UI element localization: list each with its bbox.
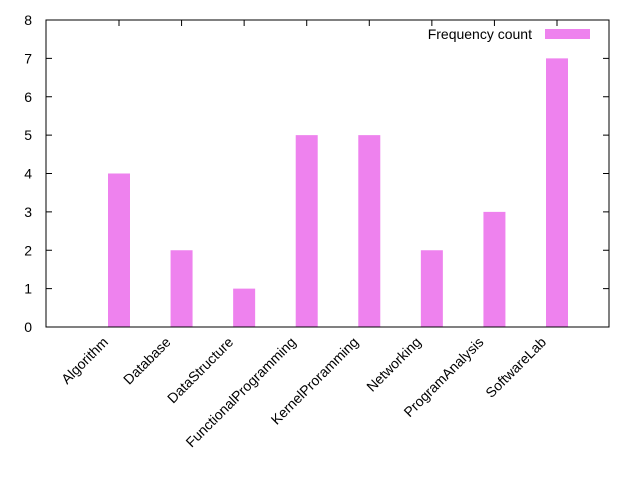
y-tick-label: 1 xyxy=(24,281,32,297)
legend-label: Frequency count xyxy=(428,26,532,42)
legend: Frequency count xyxy=(428,26,590,42)
y-tick-label: 3 xyxy=(24,204,32,220)
x-tick-label: SoftwareLab xyxy=(482,334,549,401)
bar xyxy=(233,288,256,327)
x-tick-labels: Algorithm DatabaseDataStructureFunctional… xyxy=(58,334,549,451)
x-tick-label: Database xyxy=(120,334,174,388)
y-tick-label: 5 xyxy=(24,127,32,143)
bar xyxy=(295,135,318,327)
plot-border xyxy=(45,19,610,328)
bar xyxy=(420,250,443,327)
x-tick-label: Networking xyxy=(363,334,424,395)
y-tick-label: 4 xyxy=(24,166,32,182)
legend-swatch xyxy=(545,29,590,39)
y-tick-label: 2 xyxy=(24,242,32,258)
x-tick-label: FunctionalProgramming xyxy=(182,334,298,450)
bar xyxy=(358,135,381,327)
x-tick-label: Algorithm xyxy=(58,334,111,387)
y-tick-label: 7 xyxy=(24,50,32,66)
bar xyxy=(483,211,506,327)
bars xyxy=(108,58,568,327)
y-tick-label: 6 xyxy=(24,89,32,105)
y-tick-labels: 0 1 2 3 4 5 6 7 8 xyxy=(24,12,32,335)
bar xyxy=(546,58,568,327)
y-tick-label: 8 xyxy=(24,12,32,28)
plot-frame xyxy=(45,19,610,328)
bar xyxy=(170,250,193,327)
y-tick-label: 0 xyxy=(24,319,32,335)
axis-ticks xyxy=(46,19,609,328)
bar xyxy=(108,173,130,327)
